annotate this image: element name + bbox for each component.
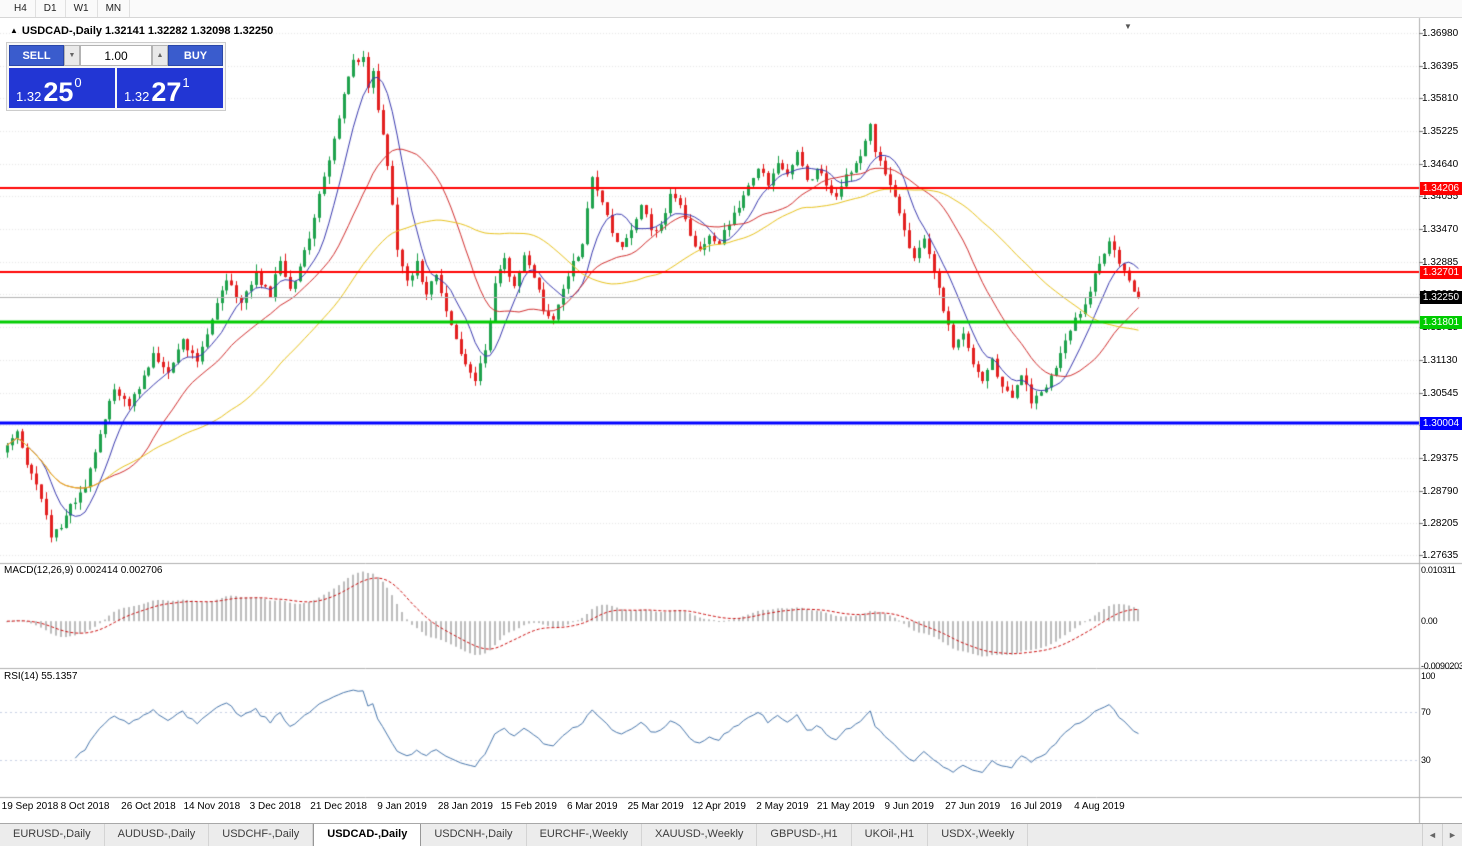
price-scale-label: 1.33470 — [1422, 224, 1459, 236]
price-scale-label: 1.35225 — [1422, 126, 1459, 138]
level-price-tag: 1.34206 — [1420, 181, 1462, 195]
timeframe-button-w1[interactable]: W1 — [66, 0, 98, 17]
macd-scale-label: 0.010311 — [1421, 565, 1456, 575]
time-axis-label: 2 May 2019 — [756, 801, 809, 812]
price-scale-label: 1.27635 — [1422, 550, 1459, 562]
timeframe-toolbar: H4 D1 W1 MN — [0, 0, 1462, 18]
price-scale-label: 1.31130 — [1422, 354, 1458, 366]
current-price-tag: 1.32250 — [1420, 291, 1462, 305]
tab-gbpusd-h1[interactable]: GBPUSD-,H1 — [757, 824, 852, 846]
tab-xauusd-weekly[interactable]: XAUUSD-,Weekly — [642, 824, 758, 846]
tab-eurchf-weekly[interactable]: EURCHF-,Weekly — [527, 824, 642, 846]
price-scale-label: 1.28205 — [1422, 518, 1459, 530]
price-scale-label: 1.32885 — [1422, 256, 1459, 268]
price-scale-label: 1.36395 — [1422, 60, 1459, 72]
time-axis-label: 28 Jan 2019 — [437, 801, 493, 812]
chart-shift-marker[interactable]: ▼ — [1124, 22, 1132, 31]
time-axis-label: 26 Oct 2018 — [121, 801, 176, 812]
volume-increase-button[interactable]: ▲ — [152, 45, 168, 66]
chart-tabs: EURUSD-,Daily AUDUSD-,Daily USDCHF-,Daily U… — [0, 824, 1029, 846]
tab-eurusd-daily[interactable]: EURUSD-,Daily — [0, 824, 105, 846]
macd-scale-label: 0.00 — [1421, 616, 1438, 627]
sell-price-pips: 25 — [43, 76, 74, 107]
level-price-tag: 1.30004 — [1420, 416, 1462, 430]
tab-usdchf-daily[interactable]: USDCHF-,Daily — [209, 824, 314, 846]
trade-controls-row: SELL ▼ ▲ BUY — [9, 45, 223, 66]
sell-price-prefix: 1.32 — [16, 89, 42, 104]
time-axis-label: 21 Dec 2018 — [310, 801, 367, 812]
timeframe-button-d1[interactable]: D1 — [36, 0, 66, 17]
time-axis-label: 9 Jan 2019 — [377, 801, 427, 812]
chart-title: ▲ USDCAD-,Daily 1.32141 1.32282 1.32098 1… — [10, 25, 273, 37]
time-axis-label: 25 Mar 2019 — [627, 801, 684, 812]
macd-indicator-label: MACD(12,26,9) 0.002414 0.002706 — [4, 565, 163, 576]
trade-prices-row: 1.32 25 0 1.32 27 1 — [9, 68, 223, 108]
time-axis-label: 15 Feb 2019 — [500, 801, 557, 812]
volume-input[interactable] — [80, 45, 152, 66]
tab-usdx-weekly[interactable]: USDX-,Weekly — [928, 824, 1029, 846]
tab-scroll-left-button[interactable]: ◄ — [1422, 824, 1442, 846]
price-scale-label: 1.28790 — [1422, 485, 1459, 497]
time-axis-label: 3 Dec 2018 — [249, 801, 301, 812]
time-axis-label: 19 Sep 2018 — [1, 801, 59, 812]
price-scale-label: 1.36980 — [1422, 28, 1459, 39]
sell-price-display[interactable]: 1.32 25 0 — [9, 68, 115, 108]
rsi-indicator-label: RSI(14) 55.1357 — [4, 671, 78, 682]
rsi-scale-label: 70 — [1421, 707, 1431, 717]
level-price-tag: 1.31801 — [1420, 316, 1462, 330]
tab-usdcnh-daily[interactable]: USDCNH-,Daily — [421, 824, 527, 846]
tab-usdcad-daily[interactable]: USDCAD-,Daily — [313, 824, 422, 846]
tab-audusd-daily[interactable]: AUDUSD-,Daily — [105, 824, 210, 846]
tab-ukoil-h1[interactable]: UKOil-,H1 — [852, 824, 929, 846]
level-price-tag: 1.32701 — [1420, 266, 1462, 280]
chart-title-text: USDCAD-,Daily 1.32141 1.32282 1.32098 1.… — [21, 25, 274, 37]
macd-scale-label: -0.0090203 — [1421, 661, 1462, 671]
rsi-scale-label: 100 — [1421, 671, 1436, 681]
time-axis-label: 8 Oct 2018 — [60, 801, 110, 812]
symbol-direction-icon: ▲ — [10, 26, 18, 35]
time-axis-label: 4 Aug 2019 — [1074, 801, 1125, 812]
price-scale-label: 1.34640 — [1422, 158, 1459, 170]
volume-decrease-button[interactable]: ▼ — [64, 45, 80, 66]
price-scale-label: 1.30545 — [1422, 387, 1459, 399]
tab-scroll-right-button[interactable]: ► — [1442, 824, 1462, 846]
time-axis-label: 16 Jul 2019 — [1010, 801, 1062, 812]
buy-price-point: 1 — [182, 75, 190, 90]
price-scale-label: 1.35810 — [1422, 93, 1459, 105]
time-axis-label: 12 Apr 2019 — [692, 801, 746, 812]
one-click-trading-panel: SELL ▼ ▲ BUY 1.32 25 0 1.32 27 1 — [6, 42, 226, 111]
buy-button[interactable]: BUY — [168, 45, 223, 66]
price-scale-label: 1.34055 — [1422, 191, 1459, 203]
time-axis-label: 6 Mar 2019 — [566, 801, 618, 812]
tab-scroll-controls: ◄ ► — [1422, 824, 1462, 846]
timeframe-button-group: H4 D1 W1 MN — [6, 0, 131, 17]
chart-tab-bar: EURUSD-,Daily AUDUSD-,Daily USDCHF-,Daily U… — [0, 823, 1462, 846]
sell-price-point: 0 — [74, 75, 82, 90]
buy-price-display[interactable]: 1.32 27 1 — [117, 68, 223, 108]
time-axis-label: 9 Jun 2019 — [884, 801, 934, 812]
time-axis-label: 27 Jun 2019 — [945, 801, 1001, 812]
timeframe-button-h4[interactable]: H4 — [6, 0, 36, 17]
buy-price-pips: 27 — [151, 76, 182, 107]
timeframe-button-mn[interactable]: MN — [98, 0, 131, 17]
price-scale-label: 1.29375 — [1422, 452, 1459, 464]
time-axis-label: 14 Nov 2018 — [183, 801, 241, 812]
time-axis-label: 21 May 2019 — [816, 801, 875, 812]
rsi-scale-label: 30 — [1421, 755, 1431, 765]
sell-button[interactable]: SELL — [9, 45, 64, 66]
buy-price-prefix: 1.32 — [124, 89, 150, 104]
